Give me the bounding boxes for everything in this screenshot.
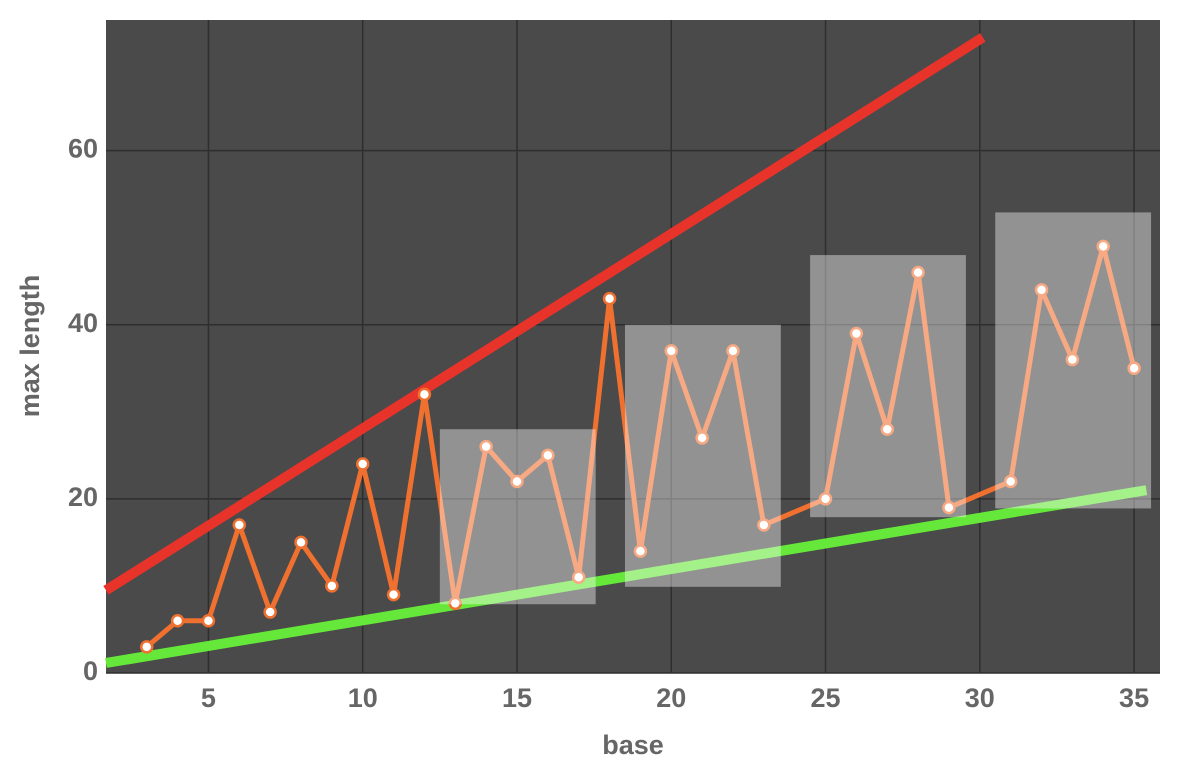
data-point <box>232 518 247 532</box>
y-axis-title: max length <box>15 275 45 418</box>
x-tick-label: 20 <box>656 683 686 713</box>
data-point <box>325 579 339 593</box>
highlight-box <box>439 429 596 605</box>
data-point <box>541 448 555 463</box>
data-point <box>757 518 771 532</box>
data-point <box>1065 352 1080 367</box>
data-point <box>633 544 648 558</box>
data-point <box>571 570 586 584</box>
x-axis-title: base <box>602 730 664 760</box>
x-tick-label: 30 <box>965 683 995 713</box>
data-point <box>355 457 370 471</box>
x-tick-label: 15 <box>502 683 532 713</box>
reference-line <box>103 33 986 595</box>
data-point <box>849 326 864 341</box>
highlight-box <box>810 255 966 518</box>
data-point <box>510 474 524 489</box>
highlight-box <box>624 324 781 587</box>
highlight-box <box>995 212 1152 509</box>
reference-line <box>105 485 1148 668</box>
y-tick-label: 20 <box>68 482 98 512</box>
y-tick-label: 0 <box>83 656 98 686</box>
data-point <box>726 344 740 358</box>
x-tick-label: 10 <box>348 683 378 713</box>
x-tick-label: 5 <box>201 683 216 713</box>
data-point <box>911 265 925 280</box>
data-point <box>139 640 154 654</box>
data-point <box>448 596 463 611</box>
data-point <box>1127 361 1141 376</box>
data-point <box>1003 474 1018 489</box>
x-tick-label: 25 <box>811 683 841 713</box>
data-point <box>386 587 401 602</box>
y-tick-label: 40 <box>68 308 98 338</box>
plot-area <box>106 20 1160 673</box>
x-tick-label: 35 <box>1119 683 1149 713</box>
data-point <box>664 344 679 358</box>
data-point <box>818 492 833 506</box>
data-point <box>1096 239 1110 254</box>
data-point <box>942 500 956 515</box>
y-tick-label: 60 <box>68 134 98 164</box>
data-point <box>417 387 432 402</box>
data-point <box>695 431 709 445</box>
data-point <box>263 605 277 619</box>
data-point <box>602 291 617 306</box>
data-point <box>880 422 894 436</box>
data-point <box>170 614 185 628</box>
data-point <box>294 535 308 550</box>
data-point <box>1034 283 1049 297</box>
data-point <box>479 439 493 454</box>
data-point <box>201 614 216 628</box>
